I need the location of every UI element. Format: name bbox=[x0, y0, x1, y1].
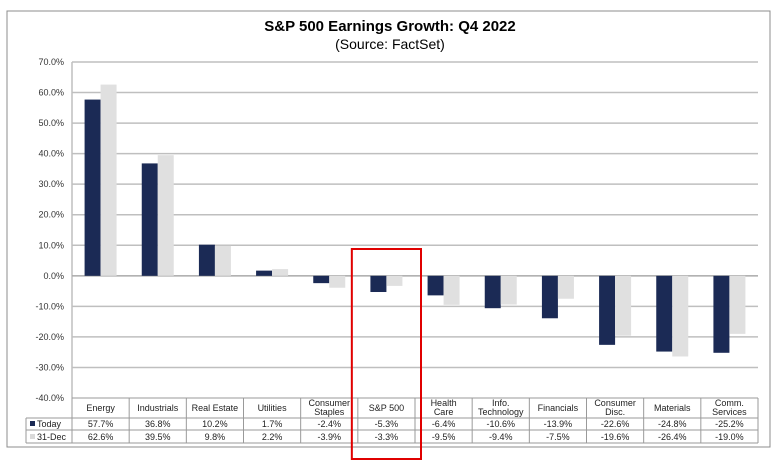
bar-today bbox=[84, 99, 101, 276]
bar-31-dec bbox=[157, 155, 174, 276]
gridlines bbox=[71, 61, 758, 398]
data-label-31-dec: -26.4% bbox=[658, 432, 687, 442]
data-label-31-dec: -3.3% bbox=[375, 432, 399, 442]
bar-today bbox=[656, 275, 673, 352]
y-tick-label: 20.0% bbox=[38, 210, 64, 220]
bar-31-dec bbox=[557, 275, 574, 299]
bar-31-dec bbox=[386, 275, 403, 286]
data-label-today: -2.4% bbox=[317, 419, 341, 429]
chart-title: S&P 500 Earnings Growth: Q4 2022 bbox=[264, 18, 515, 35]
category-label: Energy bbox=[86, 403, 115, 413]
bar-31-dec bbox=[100, 84, 117, 276]
bar-31-dec bbox=[329, 275, 346, 288]
bar-today bbox=[427, 275, 444, 296]
category-label: Consumer bbox=[594, 398, 636, 408]
bar-31-dec bbox=[615, 275, 632, 336]
category-label: S&P 500 bbox=[369, 403, 404, 413]
y-axis-ticks: 70.0% 60.0% 50.0% 40.0% 30.0% 20.0% 10.0% 0.0% -… bbox=[35, 57, 64, 403]
y-tick-label: 30.0% bbox=[38, 179, 64, 189]
category-label: Real Estate bbox=[192, 403, 239, 413]
bar-31-dec bbox=[443, 275, 460, 305]
data-label-today: -10.6% bbox=[486, 419, 515, 429]
category-label: Materials bbox=[654, 403, 691, 413]
bar-31-dec bbox=[672, 275, 689, 357]
category-label: Care bbox=[434, 407, 454, 417]
data-label-today: -6.4% bbox=[432, 419, 456, 429]
y-tick-label: -20.0% bbox=[35, 332, 64, 342]
bar-today bbox=[313, 275, 330, 284]
chart-subtitle: (Source: FactSet) bbox=[335, 36, 445, 52]
bar-31-dec bbox=[272, 269, 289, 276]
data-label-today: -25.2% bbox=[715, 419, 744, 429]
legend-label-31-dec: 31-Dec bbox=[37, 432, 67, 442]
data-label-today: 1.7% bbox=[262, 419, 283, 429]
data-label-31-dec: -7.5% bbox=[546, 432, 570, 442]
bar-today bbox=[370, 275, 387, 293]
data-label-31-dec: -3.9% bbox=[317, 432, 341, 442]
data-label-31-dec: -9.4% bbox=[489, 432, 513, 442]
category-label: Services bbox=[712, 407, 747, 417]
y-tick-label: -30.0% bbox=[35, 362, 64, 372]
bar-31-dec bbox=[729, 275, 746, 334]
data-label-today: 10.2% bbox=[202, 419, 228, 429]
data-label-31-dec: -19.6% bbox=[601, 432, 630, 442]
data-label-today: -13.9% bbox=[544, 419, 573, 429]
legend-label-today: Today bbox=[37, 419, 62, 429]
data-label-today: 36.8% bbox=[145, 419, 171, 429]
data-label-31-dec: 2.2% bbox=[262, 432, 283, 442]
bar-today bbox=[599, 275, 616, 345]
legend-marker-today bbox=[30, 421, 35, 426]
y-tick-label: 10.0% bbox=[38, 240, 64, 250]
data-label-31-dec: -19.0% bbox=[715, 432, 744, 442]
category-label: Info. bbox=[492, 398, 510, 408]
data-label-31-dec: -9.5% bbox=[432, 432, 456, 442]
category-label: Disc. bbox=[605, 407, 625, 417]
category-label: Comm. bbox=[715, 398, 744, 408]
data-label-today: -22.6% bbox=[601, 419, 630, 429]
bar-today bbox=[541, 275, 558, 319]
y-tick-label: 0.0% bbox=[43, 271, 64, 281]
bar-today bbox=[713, 275, 730, 353]
category-label: Industrials bbox=[137, 403, 179, 413]
data-label-31-dec: 62.6% bbox=[88, 432, 114, 442]
bars bbox=[84, 84, 746, 357]
bar-today bbox=[484, 275, 501, 309]
data-label-today: -5.3% bbox=[375, 419, 399, 429]
bar-today bbox=[141, 163, 158, 276]
bar-31-dec bbox=[214, 245, 231, 276]
bar-31-dec bbox=[500, 275, 517, 305]
chart-frame bbox=[6, 10, 771, 448]
category-label: Utilities bbox=[258, 403, 288, 413]
category-label: Financials bbox=[538, 403, 579, 413]
bar-today bbox=[198, 244, 215, 276]
category-label: Consumer bbox=[308, 398, 350, 408]
y-tick-label: 70.0% bbox=[38, 57, 64, 67]
y-tick-label: -40.0% bbox=[35, 393, 64, 403]
sp500-highlight-box bbox=[350, 248, 423, 460]
legend-marker-31-dec bbox=[30, 434, 35, 439]
bar-today bbox=[256, 270, 273, 276]
data-label-31-dec: 39.5% bbox=[145, 432, 171, 442]
data-label-31-dec: 9.8% bbox=[205, 432, 226, 442]
category-label: Technology bbox=[478, 407, 524, 417]
y-tick-label: 40.0% bbox=[38, 149, 64, 159]
data-label-today: -24.8% bbox=[658, 419, 687, 429]
category-label: Staples bbox=[314, 407, 345, 417]
data-label-today: 57.7% bbox=[88, 419, 114, 429]
y-tick-label: -10.0% bbox=[35, 301, 64, 311]
y-tick-label: 50.0% bbox=[38, 118, 64, 128]
data-table: Energy Industrials Real Estate Utilities Con… bbox=[25, 397, 759, 444]
y-tick-label: 60.0% bbox=[38, 88, 64, 98]
category-label: Health bbox=[431, 398, 457, 408]
